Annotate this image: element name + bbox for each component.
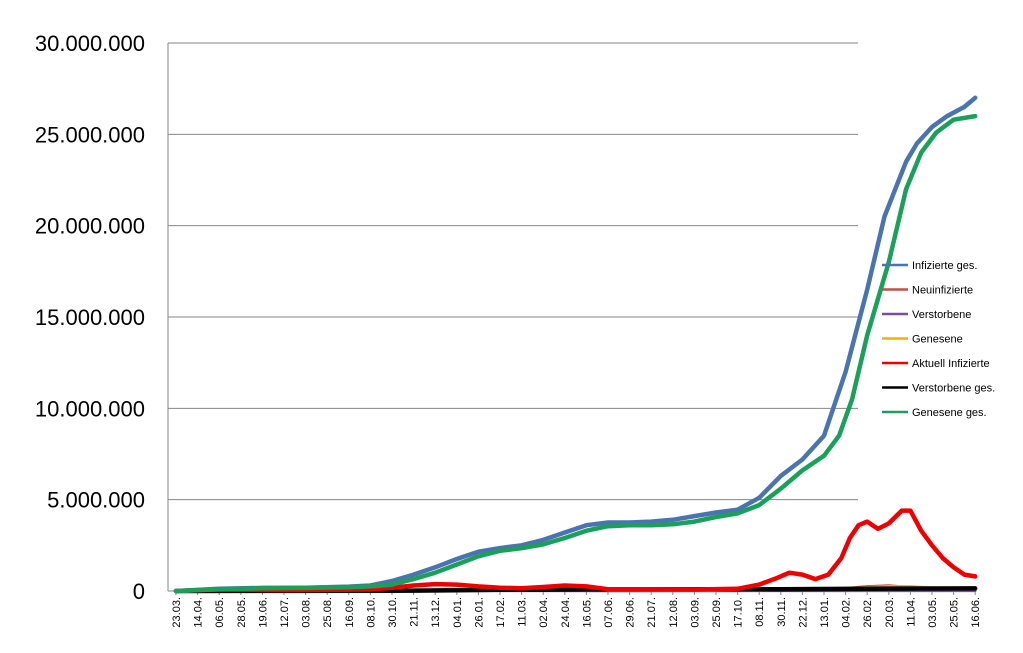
legend-label: Genesene	[912, 334, 963, 346]
x-tick-label: 24.04.	[560, 597, 572, 628]
series-line-infizierte-ges	[173, 95, 978, 594]
x-tick-label: 22.12.	[797, 597, 809, 628]
gridlines	[168, 42, 858, 592]
legend-label: Infizierte ges.	[912, 260, 977, 272]
x-tick-label: 16.05.	[581, 597, 593, 628]
legend: Infizierte ges. Neuinfizierte Verstorbene G…	[882, 260, 995, 419]
x-tick-label: 28.05.	[236, 597, 248, 628]
x-tick-label: 16.09.	[344, 597, 356, 628]
x-tick-label: 14.04.	[193, 597, 205, 628]
x-tick-label: 06.05.	[214, 597, 226, 628]
x-tick-label: 12.07.	[279, 597, 291, 628]
y-tick-label: 30.000.000	[35, 31, 145, 56]
x-tick-label: 03.05.	[927, 597, 939, 628]
x-tick-label: 23.03.	[171, 597, 183, 628]
y-tick-label: 0	[133, 579, 145, 604]
x-tick-label: 11.04.	[905, 597, 917, 627]
plot-area	[173, 95, 978, 594]
x-tick-label: 30.11.	[776, 597, 788, 627]
legend-label: Verstorbene	[912, 309, 971, 321]
series-line-aktuell-infizierte	[173, 508, 978, 594]
x-tick-label: 12.08.	[668, 597, 680, 628]
x-tick-label: 03.09.	[689, 597, 701, 628]
x-tick-label: 07.06.	[603, 597, 615, 628]
x-axis: 23.03. 14.04. 06.05. 28.05. 19.06. 12.07. 03.0…	[168, 590, 982, 628]
legend-label: Neuinfizierte	[912, 285, 973, 297]
y-tick-label: 5.000.000	[47, 488, 145, 513]
y-axis: 0 5.000.000 10.000.000 15.000.000 20.000.000…	[35, 31, 169, 604]
x-tick-label: 17.10.	[733, 597, 745, 628]
legend-label: Verstorbene ges.	[912, 383, 995, 395]
x-tick-label: 11.03.	[517, 597, 529, 627]
x-tick-label: 25.08.	[322, 597, 334, 628]
x-tick-label: 30.10.	[387, 597, 399, 628]
x-tick-label: 26.02.	[862, 597, 874, 628]
x-tick-label: 17.02.	[495, 597, 507, 628]
y-tick-label: 20.000.000	[35, 214, 145, 239]
x-tick-label: 03.08.	[301, 597, 313, 628]
x-tick-label: 29.06.	[625, 597, 637, 628]
x-tick-label: 02.04.	[538, 597, 550, 628]
x-tick-label: 20.03.	[884, 597, 896, 628]
legend-label: Aktuell Infizierte	[912, 358, 990, 370]
y-tick-label: 15.000.000	[35, 305, 145, 330]
x-tick-label: 21.07.	[646, 597, 658, 628]
y-tick-label: 10.000.000	[35, 396, 145, 421]
x-tick-label: 08.11.	[754, 597, 766, 627]
x-tick-label: 16.06.	[970, 597, 982, 628]
x-tick-label: 13.01.	[819, 597, 831, 628]
x-tick-label: 25.09.	[711, 597, 723, 628]
y-tick-label: 25.000.000	[35, 122, 145, 147]
x-tick-label: 21.11.	[409, 597, 421, 627]
x-tick-label: 04.01.	[452, 597, 464, 628]
x-tick-label: 04.02.	[841, 597, 853, 628]
x-tick-label: 25.05.	[949, 597, 961, 628]
x-tick-label: 19.06.	[257, 597, 269, 628]
series-line-genesene-ges	[173, 113, 978, 594]
legend-label: Genesene ges.	[912, 407, 987, 419]
x-tick-label: 26.01.	[473, 597, 485, 628]
x-tick-label: 08.10.	[365, 597, 377, 628]
x-tick-label: 13.12.	[430, 597, 442, 628]
